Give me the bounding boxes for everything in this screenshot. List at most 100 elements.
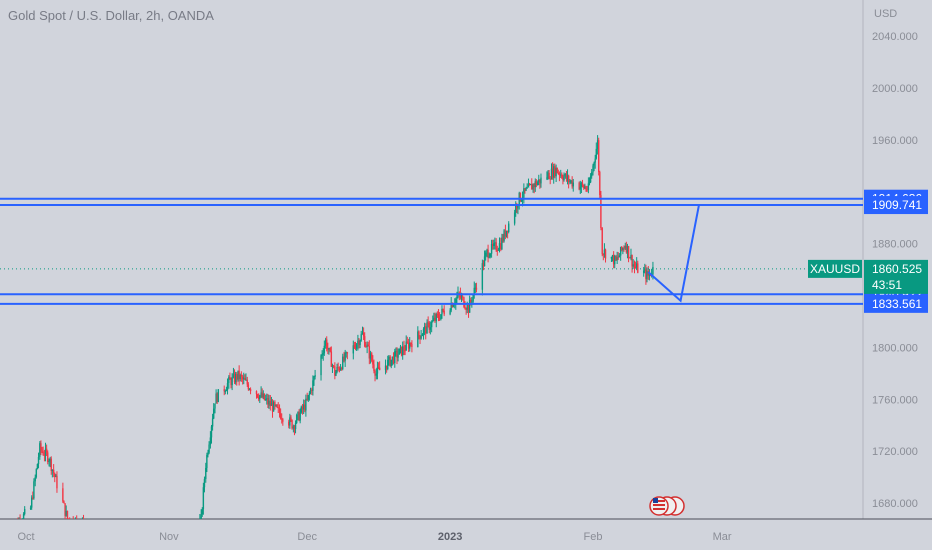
candle-body xyxy=(466,304,468,310)
candle xyxy=(603,243,606,258)
candle xyxy=(337,362,339,372)
candle-body xyxy=(225,389,228,392)
candle-body xyxy=(592,165,594,173)
candle xyxy=(612,251,615,269)
candle xyxy=(243,372,245,385)
candle-body xyxy=(517,205,519,209)
candle-body xyxy=(500,243,502,250)
candle xyxy=(65,505,67,517)
candle-body xyxy=(335,371,337,376)
candle-body xyxy=(343,356,345,361)
candle xyxy=(389,355,391,367)
candle-body xyxy=(306,398,308,400)
candle-body xyxy=(589,176,592,183)
candle-body xyxy=(564,173,567,177)
candle-body xyxy=(223,389,225,392)
candle-body xyxy=(108,532,109,533)
candle xyxy=(256,393,259,399)
candle xyxy=(610,256,613,262)
candle xyxy=(234,371,237,385)
candle-body xyxy=(519,192,522,201)
candle xyxy=(77,520,78,531)
bar-countdown-label: 43:51 xyxy=(872,278,902,292)
candle-body xyxy=(312,380,314,391)
candle xyxy=(322,348,324,361)
candle-body xyxy=(19,520,20,525)
candle xyxy=(223,385,225,396)
candle xyxy=(525,186,527,192)
candle-body xyxy=(48,460,50,463)
candle xyxy=(538,174,540,186)
candle xyxy=(23,506,26,516)
time-tick-label: Oct xyxy=(17,531,34,543)
candle xyxy=(238,365,240,386)
candle xyxy=(185,536,186,542)
candle-body xyxy=(245,379,247,381)
candle xyxy=(557,169,560,175)
candle-body xyxy=(420,336,422,339)
candle xyxy=(88,518,90,519)
candle xyxy=(630,248,632,261)
candle-body xyxy=(502,237,504,241)
candle xyxy=(371,351,373,363)
candle xyxy=(532,183,534,193)
candle-body xyxy=(482,263,485,267)
candle-body xyxy=(37,457,40,465)
candle xyxy=(438,312,441,322)
candle xyxy=(368,340,371,365)
candle xyxy=(54,472,56,483)
candle xyxy=(378,361,381,371)
candle xyxy=(305,394,307,417)
candle xyxy=(135,541,136,549)
candle xyxy=(241,374,244,385)
candle-body xyxy=(648,273,651,276)
economic-events-icon[interactable] xyxy=(649,496,685,516)
candle xyxy=(115,535,116,540)
candle-body xyxy=(127,540,128,543)
candle-body xyxy=(368,346,371,359)
candle-body xyxy=(426,322,428,334)
candles xyxy=(11,135,654,549)
candle-body xyxy=(243,378,245,380)
candle-body xyxy=(433,317,435,321)
candle-body xyxy=(643,270,645,273)
candle-body xyxy=(255,391,258,395)
candle-body xyxy=(652,266,654,275)
candle xyxy=(127,533,128,545)
candle xyxy=(145,542,146,546)
candle-body xyxy=(505,230,508,237)
candle xyxy=(617,252,619,261)
candle xyxy=(270,396,273,406)
candle-body xyxy=(617,257,619,259)
candle xyxy=(426,319,428,334)
candle xyxy=(11,525,12,530)
candle xyxy=(277,402,279,414)
candle xyxy=(561,172,563,180)
candle-body xyxy=(144,544,145,545)
candle-body xyxy=(55,475,57,478)
candle-body xyxy=(237,370,239,380)
candle-body xyxy=(86,528,87,529)
candle-body xyxy=(598,140,600,173)
candle-body xyxy=(463,297,465,307)
candle-body xyxy=(624,245,626,249)
candle-body xyxy=(504,230,507,237)
candle xyxy=(564,173,567,179)
candle-body xyxy=(257,397,260,400)
candle xyxy=(502,233,504,243)
candle xyxy=(551,162,554,180)
candle xyxy=(214,403,216,414)
candle-body xyxy=(489,253,491,257)
candle xyxy=(583,184,585,190)
candle xyxy=(232,367,235,379)
candle-body xyxy=(487,249,489,258)
candle xyxy=(366,341,368,354)
candle xyxy=(62,482,64,503)
candle-body xyxy=(603,249,606,255)
candle-body xyxy=(70,523,71,525)
candle-body xyxy=(13,529,14,531)
candle xyxy=(230,377,232,389)
candle-body xyxy=(635,263,638,268)
candle-body xyxy=(238,370,240,380)
